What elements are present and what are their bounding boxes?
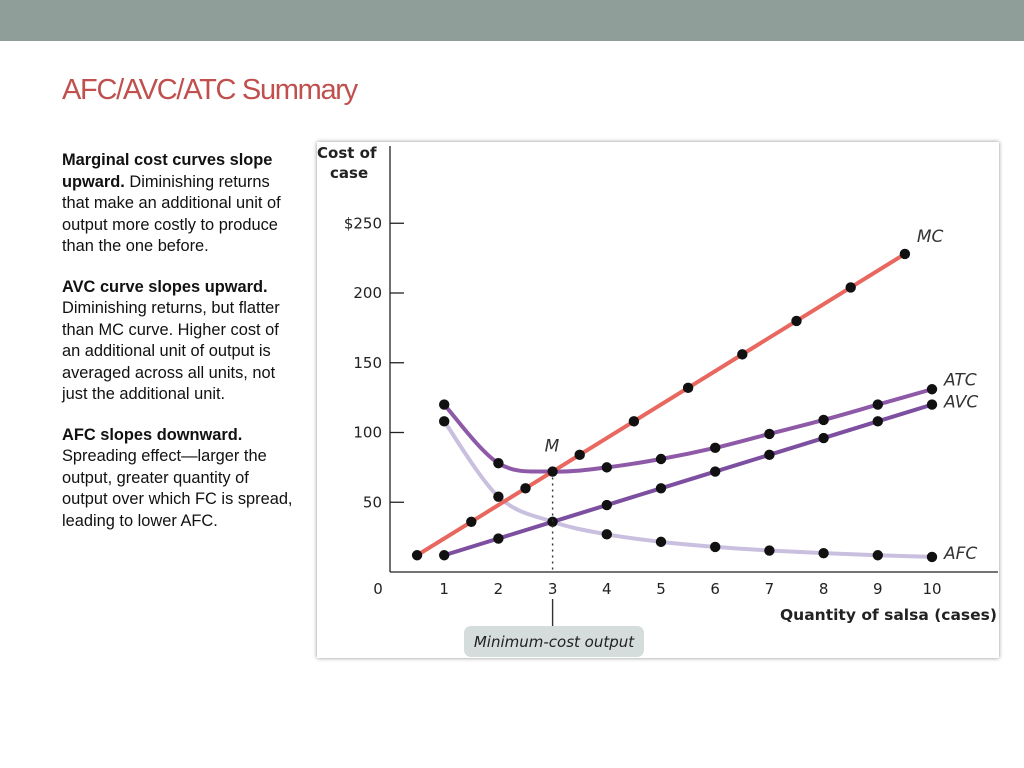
- mc-point: [845, 282, 856, 293]
- avc-point: [764, 449, 775, 461]
- atc-point: [547, 466, 558, 477]
- bullet-heading: AFC slopes downward.: [62, 425, 243, 444]
- top-bar: [0, 0, 1024, 41]
- y-axis-label-line: case: [330, 164, 368, 182]
- bullet-body: Spreading effect—larger the output, grea…: [62, 447, 293, 530]
- mc-point: [411, 550, 423, 561]
- afc-point: [710, 541, 721, 553]
- x-tick-label: 3: [548, 580, 558, 598]
- x-tick-label: 5: [656, 580, 666, 598]
- mc-point: [737, 349, 748, 360]
- atc-point: [926, 384, 938, 395]
- avc-point: [872, 416, 883, 427]
- y-axis-label: Cost of case: [317, 144, 377, 182]
- atc-point: [710, 442, 721, 454]
- bullet-body: Diminishing returns, but flatter than MC…: [62, 299, 280, 403]
- bullet-heading: AVC curve slopes upward.: [62, 277, 268, 296]
- atc-point: [601, 462, 612, 473]
- x-tick-label: 6: [710, 580, 720, 598]
- x-tick-label: 2: [494, 580, 504, 598]
- mc-point: [628, 416, 640, 427]
- mc-point: [899, 248, 911, 260]
- tick-labels: $250 200 150 100 50 0 1 2 3 4 5 6 7 8 9 10 Quantity of s…: [344, 214, 997, 624]
- atc-point: [493, 457, 504, 469]
- y-axis-label-line: Cost of: [317, 144, 377, 162]
- bullet-avc: AVC curve slopes upward. Diminishing ret…: [62, 277, 298, 406]
- avc-point: [818, 432, 829, 444]
- avc-label: AVC: [943, 393, 978, 413]
- y-tick-label: $250: [344, 214, 382, 232]
- x-axis-label: Quantity of salsa (cases): [780, 606, 997, 624]
- curves: [415, 251, 934, 559]
- callout-label: Minimum-cost output: [474, 633, 635, 651]
- afc-point: [926, 551, 938, 563]
- x-tick-label: 9: [873, 580, 883, 598]
- afc-point: [439, 416, 450, 427]
- x-tick-label: 0: [373, 580, 383, 598]
- mc-point: [520, 483, 531, 494]
- afc-point: [601, 529, 612, 540]
- x-tick-label: 8: [819, 580, 829, 598]
- atc-point: [818, 414, 829, 426]
- cost-curves-chart: Cost of case $250 200 150 100 50 0 1 2 3 4 5 6 7 8 9 10 Q…: [317, 142, 999, 658]
- atc-point: [872, 399, 883, 410]
- slide-title: AFC/AVC/ATC Summary: [62, 74, 358, 106]
- afc-point: [818, 547, 829, 559]
- avc-point: [926, 399, 938, 410]
- y-tick-label: 100: [353, 424, 382, 442]
- x-tick-label: 10: [922, 580, 941, 598]
- bullet-heading: Marginal cost curves slope upward.: [62, 151, 273, 191]
- avc-point: [493, 533, 504, 544]
- avc-point: [655, 483, 667, 494]
- mc-curve: [415, 251, 907, 558]
- y-tick-label: 200: [353, 284, 382, 302]
- curve-labels: AFC AVC ATC MC: [917, 227, 979, 564]
- mc-point: [574, 449, 585, 461]
- bullet-body: Diminishing returns that make an additio…: [62, 172, 281, 256]
- mc-point: [682, 382, 694, 394]
- x-tick-label: 4: [602, 580, 612, 598]
- afc-point: [872, 550, 883, 561]
- mc-label: MC: [917, 227, 944, 247]
- avc-point: [439, 550, 450, 561]
- bullet-list: Marginal cost curves slope upward. Dimin…: [62, 150, 298, 551]
- y-tick-label: 150: [353, 354, 382, 372]
- afc-point: [493, 491, 504, 502]
- atc-point: [439, 399, 450, 410]
- y-tick-label: 50: [363, 493, 382, 511]
- afc-curve: [442, 419, 934, 559]
- callout-box: [464, 626, 644, 657]
- data-points: [411, 248, 938, 563]
- afc-label: AFC: [943, 544, 977, 564]
- avc-curve: [442, 402, 934, 558]
- x-tick-label: 7: [765, 580, 775, 598]
- point-m-label: M: [545, 437, 560, 457]
- avc-point: [710, 466, 721, 477]
- afc-point: [764, 545, 775, 556]
- afc-point: [655, 536, 667, 548]
- mc-point: [791, 315, 802, 327]
- bullet-mc: Marginal cost curves slope upward. Dimin…: [62, 150, 298, 258]
- atc-point: [764, 428, 775, 440]
- atc-curve: [442, 387, 934, 474]
- chart-canvas: Cost of case $250 200 150 100 50 0 1 2 3 4 5 6 7 8 9 10 Q…: [317, 144, 998, 657]
- mc-point: [466, 516, 477, 527]
- atc-point: [655, 453, 667, 465]
- x-tick-label: 1: [439, 580, 449, 598]
- annotations: M Minimum-cost output: [464, 437, 644, 657]
- axes: Cost of case: [317, 144, 998, 573]
- avc-point: [601, 499, 612, 511]
- bullet-afc: AFC slopes downward. Spreading effect—la…: [62, 425, 298, 533]
- atc-label: ATC: [943, 370, 977, 390]
- avc-point: [547, 516, 558, 527]
